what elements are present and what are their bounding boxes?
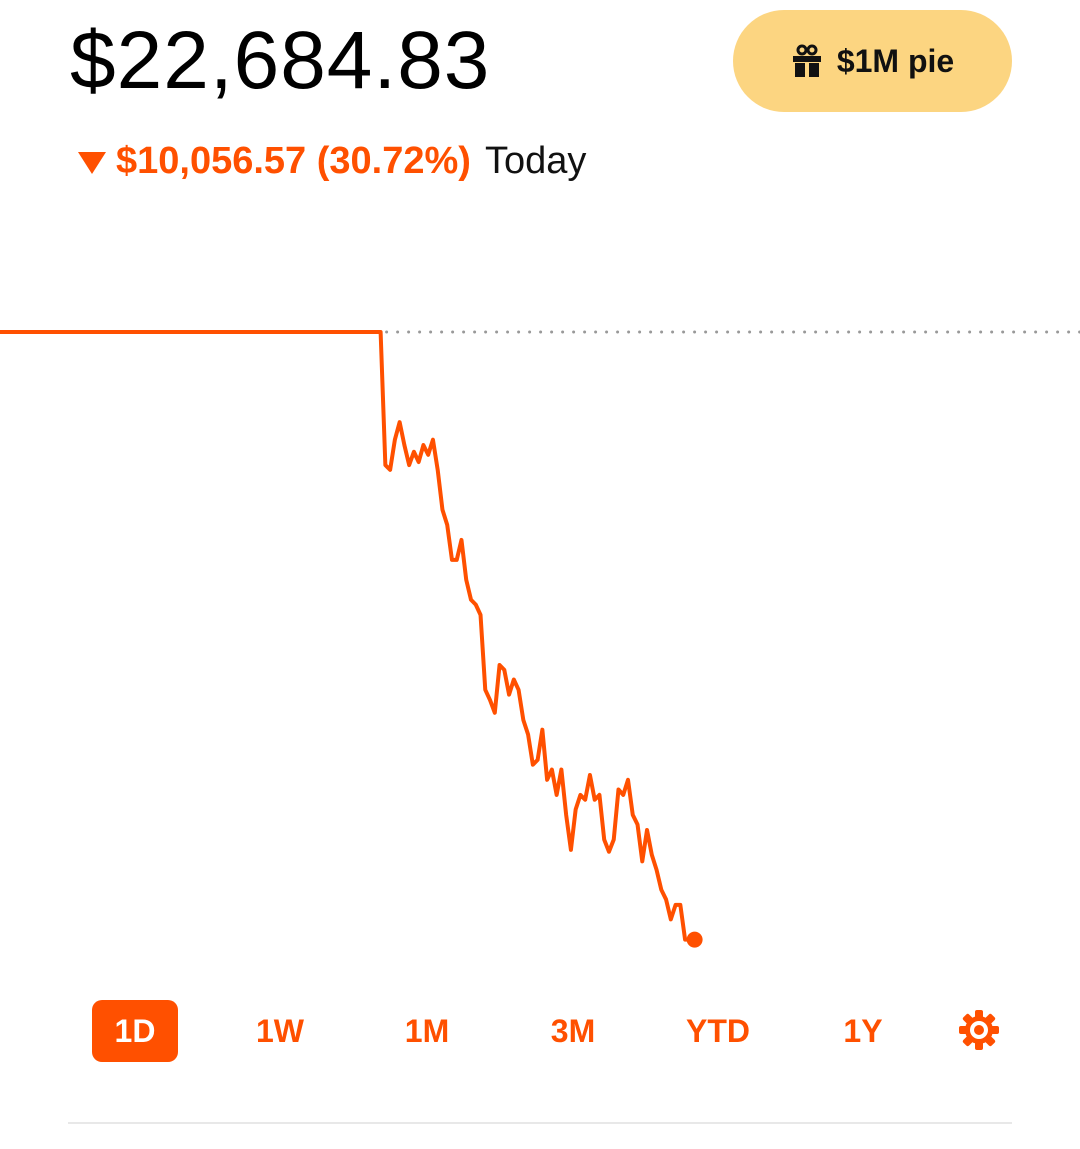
down-arrow bbox=[78, 151, 106, 174]
settings-icon[interactable] bbox=[958, 1009, 1000, 1051]
portfolio-value: $22,684.83 bbox=[70, 15, 491, 106]
promo-button[interactable]: $1M pie bbox=[733, 10, 1012, 112]
divider bbox=[68, 1122, 1012, 1124]
range-tab[interactable]: 3M bbox=[550, 1012, 596, 1049]
range-tab[interactable]: 1M bbox=[404, 1012, 450, 1049]
range-tab[interactable]: YTD bbox=[686, 1012, 750, 1049]
button-label: $1M pie bbox=[836, 42, 955, 79]
period: Today bbox=[484, 140, 587, 182]
range-tab[interactable]: 1Y bbox=[843, 1012, 883, 1049]
gift-icon bbox=[792, 44, 821, 77]
price-line bbox=[0, 330, 695, 942]
chart bbox=[0, 330, 1080, 948]
range-tab[interactable]: 1W bbox=[256, 1012, 304, 1049]
range-tab[interactable]: 1D bbox=[92, 1000, 178, 1062]
last-point bbox=[686, 931, 703, 948]
change: $10,056.57 (30.72%) bbox=[116, 140, 471, 182]
change-row: $10,056.57 (30.72%) Today bbox=[78, 140, 586, 183]
